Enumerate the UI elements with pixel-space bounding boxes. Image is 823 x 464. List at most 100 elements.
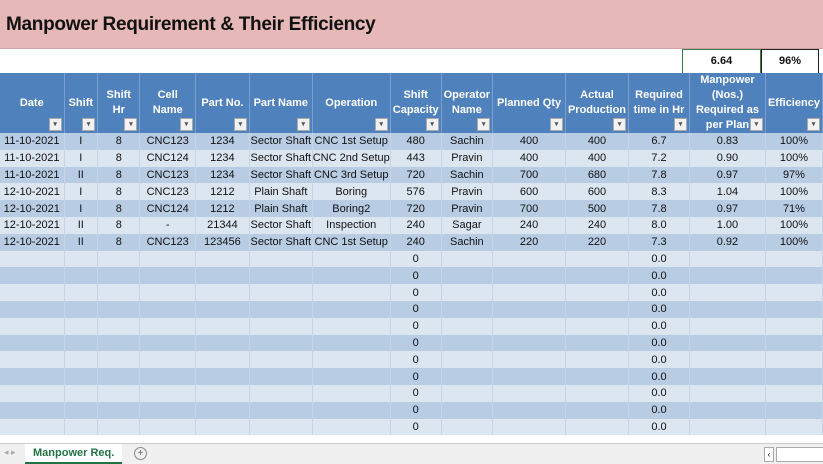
table-cell[interactable]: Pravin [441, 149, 494, 167]
table-cell[interactable]: 500 [565, 200, 630, 217]
table-cell[interactable] [195, 384, 250, 402]
table-cell[interactable] [97, 284, 141, 301]
table-cell[interactable] [97, 317, 141, 335]
table-cell[interactable]: - [139, 216, 196, 234]
table-cell[interactable]: 400 [492, 133, 566, 150]
table-cell[interactable] [441, 267, 494, 285]
table-cell[interactable] [565, 284, 630, 301]
table-cell[interactable] [139, 368, 196, 385]
table-cell[interactable]: 0 [390, 300, 442, 318]
filter-dropdown-icon[interactable]: ▾ [124, 118, 138, 131]
table-cell[interactable]: Boring [312, 183, 391, 201]
table-cell[interactable] [689, 317, 766, 335]
table-cell[interactable] [765, 368, 823, 385]
table-cell[interactable]: 1.00 [689, 216, 766, 234]
total-manpower-cell[interactable]: 6.64 [682, 49, 761, 74]
table-cell[interactable]: 100% [765, 216, 823, 234]
table-cell[interactable] [64, 384, 99, 402]
table-cell[interactable]: 8 [97, 216, 141, 234]
table-cell[interactable]: Sachin [441, 166, 494, 184]
table-cell[interactable] [565, 368, 630, 385]
table-cell[interactable] [64, 300, 99, 318]
table-cell[interactable]: 8 [97, 200, 141, 217]
table-cell[interactable] [689, 334, 766, 352]
table-cell[interactable] [565, 300, 630, 318]
table-cell[interactable] [689, 418, 766, 436]
table-cell[interactable]: Sachin [441, 233, 494, 251]
table-cell[interactable]: 0.0 [628, 351, 690, 369]
table-cell[interactable]: Plain Shaft [249, 183, 313, 201]
table-cell[interactable]: 7.3 [628, 233, 690, 251]
table-cell[interactable]: 400 [492, 149, 566, 167]
table-cell[interactable] [249, 351, 313, 369]
table-cell[interactable]: CNC124 [139, 200, 196, 217]
horizontal-scrollbar[interactable] [776, 447, 823, 462]
table-cell[interactable] [249, 267, 313, 285]
table-cell[interactable] [312, 418, 391, 436]
table-cell[interactable] [312, 401, 391, 419]
table-cell[interactable] [249, 401, 313, 419]
table-cell[interactable] [565, 401, 630, 419]
table-cell[interactable] [441, 300, 494, 318]
table-cell[interactable]: 0 [390, 384, 442, 402]
table-cell[interactable] [492, 284, 566, 301]
table-cell[interactable] [565, 384, 630, 402]
table-cell[interactable]: 0.0 [628, 284, 690, 301]
table-cell[interactable]: 7.8 [628, 166, 690, 184]
table-cell[interactable]: CNC 2nd Setup [312, 149, 391, 167]
table-cell[interactable]: II [64, 216, 99, 234]
table-cell[interactable] [441, 284, 494, 301]
table-cell[interactable] [0, 368, 65, 385]
table-cell[interactable] [139, 250, 196, 268]
table-cell[interactable]: Sachin [441, 133, 494, 150]
table-cell[interactable]: 700 [492, 200, 566, 217]
table-cell[interactable] [64, 401, 99, 419]
table-cell[interactable] [312, 368, 391, 385]
table-cell[interactable]: Sector Shaft [249, 233, 313, 251]
table-cell[interactable]: 0.0 [628, 368, 690, 385]
table-cell[interactable] [0, 267, 65, 285]
table-cell[interactable] [312, 384, 391, 402]
scroll-left-icon[interactable]: ‹ [764, 447, 774, 462]
table-cell[interactable] [64, 334, 99, 352]
table-cell[interactable] [312, 351, 391, 369]
table-cell[interactable]: 0.0 [628, 250, 690, 268]
table-cell[interactable]: 8 [97, 149, 141, 167]
table-cell[interactable] [139, 384, 196, 402]
table-cell[interactable] [689, 401, 766, 419]
table-cell[interactable] [249, 384, 313, 402]
sheet-tab-manpower-req[interactable]: Manpower Req. [25, 444, 123, 464]
table-cell[interactable]: Pravin [441, 200, 494, 217]
table-cell[interactable] [97, 368, 141, 385]
table-cell[interactable]: 6.7 [628, 133, 690, 150]
table-cell[interactable] [195, 284, 250, 301]
table-cell[interactable]: 21344 [195, 216, 250, 234]
filter-dropdown-icon[interactable]: ▾ [179, 118, 193, 131]
table-cell[interactable] [441, 250, 494, 268]
table-cell[interactable]: 11-10-2021 [0, 166, 65, 184]
table-cell[interactable]: Sector Shaft [249, 166, 313, 184]
table-cell[interactable]: 240 [390, 233, 442, 251]
table-cell[interactable] [689, 300, 766, 318]
table-cell[interactable]: 100% [765, 183, 823, 201]
table-cell[interactable]: 0.83 [689, 133, 766, 150]
table-cell[interactable]: 0.97 [689, 166, 766, 184]
table-cell[interactable]: 220 [492, 233, 566, 251]
table-cell[interactable]: 7.2 [628, 149, 690, 167]
table-cell[interactable] [97, 334, 141, 352]
table-cell[interactable] [765, 418, 823, 436]
table-cell[interactable] [64, 368, 99, 385]
table-cell[interactable]: 0.0 [628, 317, 690, 335]
table-cell[interactable] [312, 317, 391, 335]
table-cell[interactable] [195, 317, 250, 335]
table-cell[interactable]: 0 [390, 401, 442, 419]
table-cell[interactable]: 0.97 [689, 200, 766, 217]
table-cell[interactable] [765, 250, 823, 268]
table-cell[interactable] [441, 317, 494, 335]
table-cell[interactable] [441, 401, 494, 419]
table-cell[interactable] [312, 284, 391, 301]
table-cell[interactable] [0, 351, 65, 369]
table-cell[interactable]: Boring2 [312, 200, 391, 217]
table-cell[interactable] [0, 300, 65, 318]
table-cell[interactable]: 1212 [195, 183, 250, 201]
